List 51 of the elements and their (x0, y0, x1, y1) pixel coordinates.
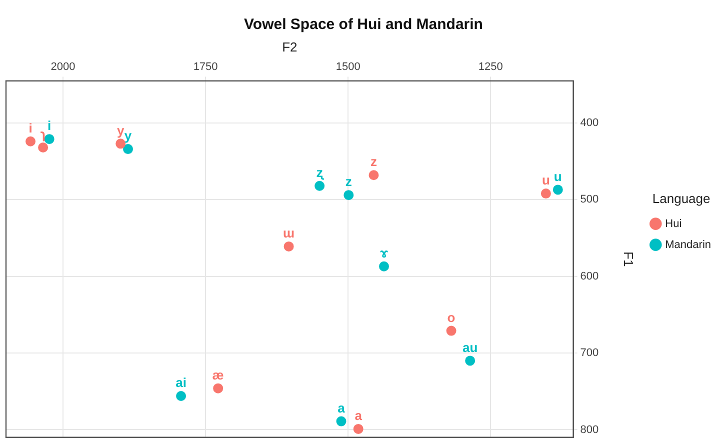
point (213, 383, 224, 394)
point (314, 180, 325, 191)
annotation: z (345, 174, 352, 190)
y-tick-label: 700 (580, 347, 599, 360)
annotation: u (554, 168, 562, 184)
annotation: a (354, 408, 363, 424)
x-tick-label: 2000 (50, 61, 76, 74)
x-axis-title: F2 (282, 39, 298, 54)
point (176, 390, 186, 401)
legend-title: Language (652, 190, 710, 206)
annotation: ɿ (40, 126, 46, 142)
point (26, 136, 36, 146)
x-tick-label: 1750 (193, 61, 218, 74)
point (465, 356, 476, 366)
point (446, 326, 456, 336)
point (344, 190, 354, 200)
legend-label: Hui (665, 218, 682, 230)
point (368, 170, 379, 180)
annotation: z (370, 154, 378, 170)
annotation: ɤ (380, 245, 388, 260)
x-tick-label: 1250 (478, 61, 503, 74)
chart-title: Vowel Space of Hui and Mandarin (244, 16, 483, 34)
annotation: æ (212, 367, 224, 382)
point (379, 261, 390, 272)
annotation: ɯ (283, 226, 295, 241)
y-axis-title: F1 (621, 252, 636, 267)
annotation: y (116, 122, 125, 138)
point (552, 184, 563, 195)
legend-label: Mandarin (665, 238, 711, 251)
annotation: a (338, 400, 346, 416)
annotation: y (124, 128, 132, 144)
point (38, 142, 48, 153)
annotation: o (447, 310, 456, 325)
annotation: u (542, 172, 550, 188)
y-tick-label: 400 (580, 117, 599, 130)
annotation: i (28, 120, 32, 136)
point (44, 134, 54, 144)
point (284, 241, 294, 252)
point (336, 416, 346, 426)
point (123, 144, 134, 154)
annotation: i (48, 118, 52, 134)
annotation: au (462, 340, 478, 355)
x-tick-label: 1500 (336, 61, 360, 74)
y-tick-label: 800 (580, 424, 599, 436)
annotation: ʐ (316, 164, 324, 180)
point (353, 424, 364, 434)
annotation: ai (176, 375, 186, 390)
point (540, 188, 551, 199)
y-tick-label: 500 (580, 194, 599, 206)
point (116, 138, 126, 149)
y-tick-label: 600 (580, 270, 599, 282)
